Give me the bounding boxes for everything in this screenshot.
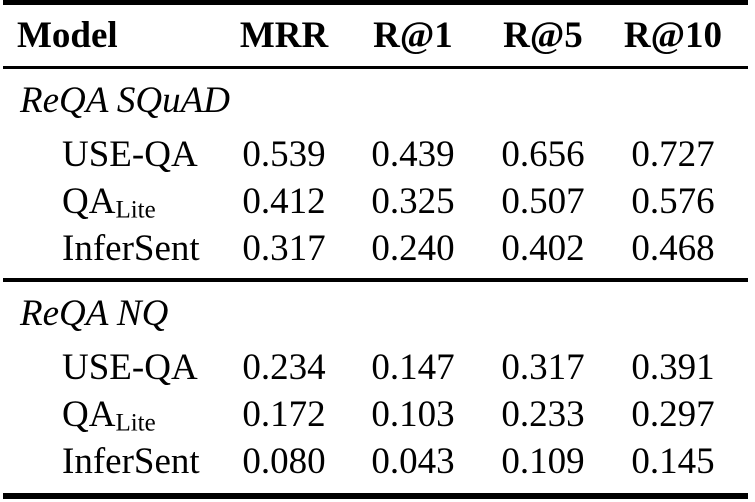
model-name-text: USE-QA: [62, 134, 198, 175]
model-name: InferSent: [3, 227, 220, 270]
top-rule: [3, 0, 748, 5]
header-r-at-1: R@1: [373, 15, 453, 56]
metric-value-r10: 0.145: [631, 441, 715, 482]
section-spacer: [0, 485, 755, 493]
metric-value-r5: 0.233: [501, 394, 585, 435]
metric-value-mrr: 0.412: [242, 181, 326, 222]
header-r-at-5: R@5: [503, 15, 583, 56]
metric-value-mrr: 0.080: [242, 441, 326, 482]
table-row-qa-lite-squad: QALite 0.412 0.325 0.507 0.576: [3, 178, 748, 225]
header-r-at-10: R@10: [623, 15, 723, 56]
metric-value-mrr: 0.172: [242, 394, 326, 435]
metric-value-r1: 0.439: [371, 134, 455, 175]
metric-value-r5: 0.402: [501, 228, 585, 269]
model-name: QALite: [3, 180, 220, 223]
metric-value-r1: 0.147: [371, 347, 455, 388]
metric-value-r10: 0.576: [631, 181, 715, 222]
table-row-use-qa-nq: USE-QA 0.234 0.147 0.317 0.391: [3, 344, 748, 391]
model-name: InferSent: [3, 440, 220, 483]
header-model: Model: [17, 15, 118, 56]
metric-value-r1: 0.103: [371, 394, 455, 435]
mid-rule: [3, 278, 748, 282]
model-name-text: USE-QA: [62, 347, 198, 388]
model-name: USE-QA: [3, 133, 220, 176]
metric-value-mrr: 0.539: [242, 134, 326, 175]
metric-value-r1: 0.240: [371, 228, 455, 269]
model-name-text: QA: [62, 394, 116, 435]
model-name-text: InferSent: [62, 228, 200, 269]
metric-value-mrr: 0.234: [242, 347, 326, 388]
metric-value-r1: 0.043: [371, 441, 455, 482]
model-name: QALite: [3, 393, 220, 436]
metric-value-r5: 0.507: [501, 181, 585, 222]
model-name-subscript: Lite: [115, 196, 156, 224]
model-name-text: InferSent: [62, 441, 200, 482]
section-title-reqa-nq: ReQA NQ: [20, 292, 169, 334]
section-row-reqa-nq: ReQA NQ: [3, 282, 748, 344]
table-row-infersent-nq: InferSent 0.080 0.043 0.109 0.145: [3, 438, 748, 485]
metric-value-r5: 0.656: [501, 134, 585, 175]
metric-value-r5: 0.317: [501, 347, 585, 388]
header-row: Model MRR R@1 R@5 R@10: [3, 5, 748, 66]
section-title-reqa-squad: ReQA SQuAD: [20, 79, 230, 121]
metric-value-mrr: 0.317: [242, 228, 326, 269]
header-mrr: MRR: [239, 15, 329, 56]
model-name-text: QA: [62, 181, 116, 222]
bottom-rule: [3, 493, 748, 499]
metric-value-r5: 0.109: [501, 441, 585, 482]
model-name-subscript: Lite: [115, 409, 156, 437]
section-row-reqa-squad: ReQA SQuAD: [3, 69, 748, 131]
header-rule: [3, 66, 748, 69]
metric-value-r1: 0.325: [371, 181, 455, 222]
metric-value-r10: 0.391: [631, 347, 715, 388]
table-row-use-qa-squad: USE-QA 0.539 0.439 0.656 0.727: [3, 131, 748, 178]
metric-value-r10: 0.297: [631, 394, 715, 435]
metric-value-r10: 0.468: [631, 228, 715, 269]
metric-value-r10: 0.727: [631, 134, 715, 175]
table-row-qa-lite-nq: QALite 0.172 0.103 0.233 0.297: [3, 391, 748, 438]
table-row-infersent-squad: InferSent 0.317 0.240 0.402 0.468: [3, 225, 748, 272]
model-name: USE-QA: [3, 346, 220, 389]
